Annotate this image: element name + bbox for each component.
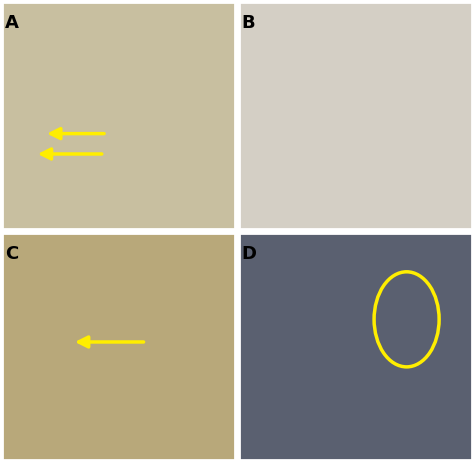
Text: A: A (5, 14, 18, 32)
Text: C: C (5, 245, 18, 263)
Text: D: D (242, 245, 257, 263)
Text: B: B (242, 14, 255, 32)
